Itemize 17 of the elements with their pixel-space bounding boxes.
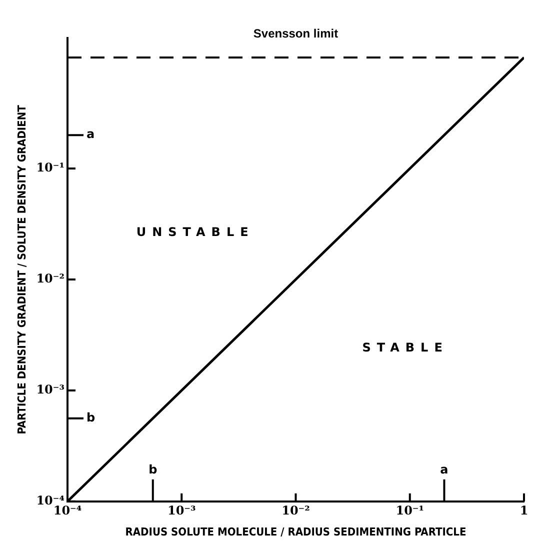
x-tick-label: 10⁻¹: [396, 504, 424, 518]
x-tick-label: 10⁻⁴: [53, 504, 82, 518]
ref-line-label: a: [440, 462, 448, 477]
ref-line-label: Svensson limit: [253, 26, 338, 40]
annotation: UNSTABLE: [136, 224, 254, 239]
y-tick-label: 10⁻¹: [36, 160, 64, 175]
ref-line-label: b: [86, 410, 96, 424]
y-tick-label: 10⁻²: [36, 272, 64, 286]
ref-line-label: a: [86, 127, 95, 142]
y-tick-label: 10⁻³: [36, 382, 64, 397]
x-tick-label: 1: [520, 504, 528, 518]
x-tick-label: 10⁻²: [282, 504, 310, 518]
ref-line-label: b: [148, 462, 158, 477]
y-axis-title: PARTICLE DENSITY GRADIENT / SOLUTE DENSITY GRADIENT: [15, 104, 28, 434]
x-tick-label: 10⁻³: [167, 504, 196, 518]
annotation: STABLE: [362, 340, 448, 355]
x-axis-title: RADIUS SOLUTE MOLECULE / RADIUS SEDIMENTING PARTICLE: [125, 525, 466, 538]
